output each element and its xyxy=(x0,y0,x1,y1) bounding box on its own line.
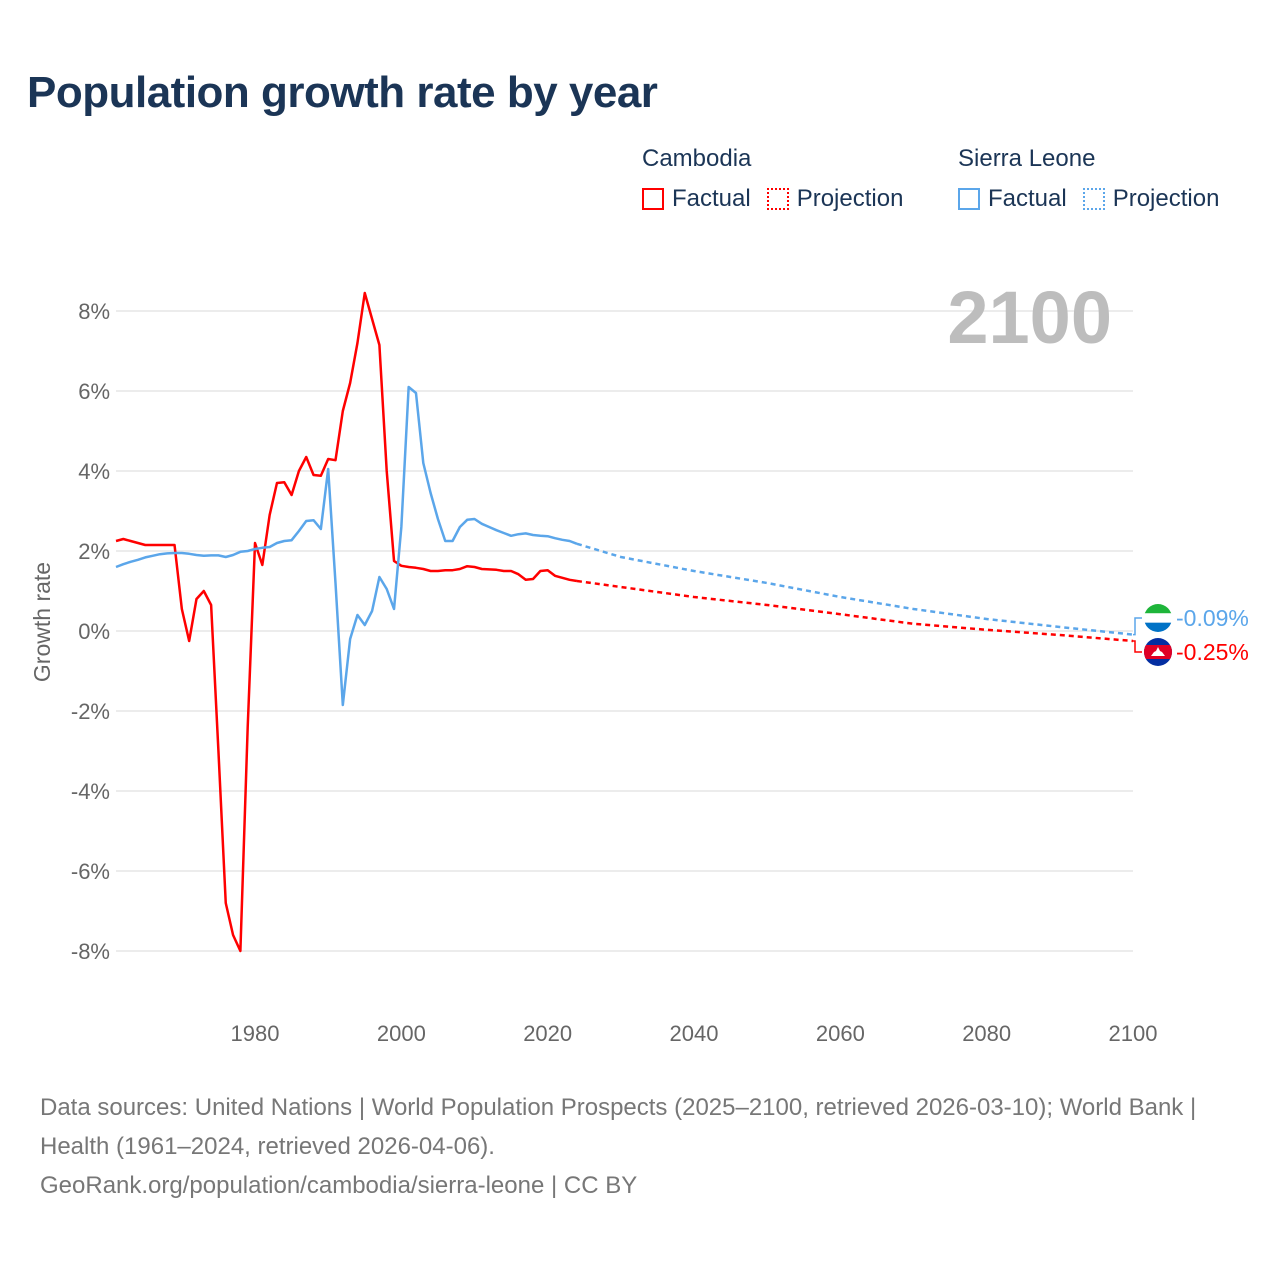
legend-cambodia-factual[interactable]: Factual xyxy=(642,185,751,213)
y-tick-label: 8% xyxy=(78,299,110,324)
legend-label: Factual xyxy=(988,185,1067,212)
cambodia-label-connector xyxy=(1133,640,1142,653)
x-tick-label: 2040 xyxy=(670,1021,719,1046)
sierra-leone-factual-line xyxy=(115,385,578,707)
flag-stripe xyxy=(1144,613,1172,623)
legend-sierra-leone-projection[interactable]: Projection xyxy=(1082,185,1220,213)
sierra-leone-end-label: -0.09% xyxy=(1176,605,1249,631)
legend-label: Projection xyxy=(1112,185,1220,212)
cambodia-projection-line xyxy=(576,579,1134,643)
cambodia-factual-line xyxy=(115,291,578,953)
legend-label: Projection xyxy=(796,185,904,212)
legend-cambodia: Cambodia Factual Projection xyxy=(642,145,919,213)
legend-sierra-leone: Sierra Leone Factual Projection xyxy=(958,145,1235,213)
sierra-leone-projection-line xyxy=(576,542,1134,636)
x-tick-label: 2060 xyxy=(816,1021,865,1046)
legend-swatch-solid xyxy=(958,188,980,210)
legend-country-label: Sierra Leone xyxy=(958,145,1096,172)
sierra-leone-flag-icon xyxy=(1144,604,1172,632)
y-tick-label: 4% xyxy=(78,459,110,484)
x-tick-label: 2000 xyxy=(377,1021,426,1046)
cambodia-end-label: -0.25% xyxy=(1176,639,1249,665)
flag-stripe xyxy=(1144,604,1172,614)
y-tick-label: -6% xyxy=(71,859,110,884)
source-link[interactable]: GeoRank.org/population/cambodia/sierra-l… xyxy=(40,1172,638,1199)
chart-title: Population growth rate by year xyxy=(27,68,658,117)
legend-swatch-dotted xyxy=(1082,188,1105,210)
y-tick-label: -4% xyxy=(71,779,110,804)
y-tick-label: 2% xyxy=(78,539,110,564)
x-tick-label: 2100 xyxy=(1109,1021,1158,1046)
x-tick-label: 2080 xyxy=(962,1021,1011,1046)
y-tick-label: -8% xyxy=(71,939,110,964)
legend-swatch-dotted xyxy=(766,188,789,210)
y-tick-label: -2% xyxy=(71,699,110,724)
flag-stripe xyxy=(1144,622,1172,632)
x-tick-label: 2020 xyxy=(523,1021,572,1046)
y-tick-label: 6% xyxy=(78,379,110,404)
footer: Data sources: United Nations | World Pop… xyxy=(40,1088,1240,1205)
legend-country-label: Cambodia xyxy=(642,145,752,172)
data-sources: Data sources: United Nations | World Pop… xyxy=(40,1094,1197,1160)
legend-swatch-solid xyxy=(642,188,664,210)
x-tick-label: 1980 xyxy=(231,1021,280,1046)
legend-cambodia-projection[interactable]: Projection xyxy=(766,185,904,213)
y-tick-label: 0% xyxy=(78,619,110,644)
flag-body xyxy=(1144,604,1172,632)
y-axis-label: Growth rate xyxy=(29,562,55,682)
flag-body xyxy=(1144,638,1172,666)
angkor-wat-emblem xyxy=(1151,647,1165,656)
year-badge: 2100 xyxy=(947,276,1112,359)
cambodia-flag-icon xyxy=(1144,638,1172,666)
legend-label: Factual xyxy=(672,185,751,212)
sierra-leone-label-connector xyxy=(1133,617,1142,636)
legend-sierra-leone-factual[interactable]: Factual xyxy=(958,185,1067,213)
